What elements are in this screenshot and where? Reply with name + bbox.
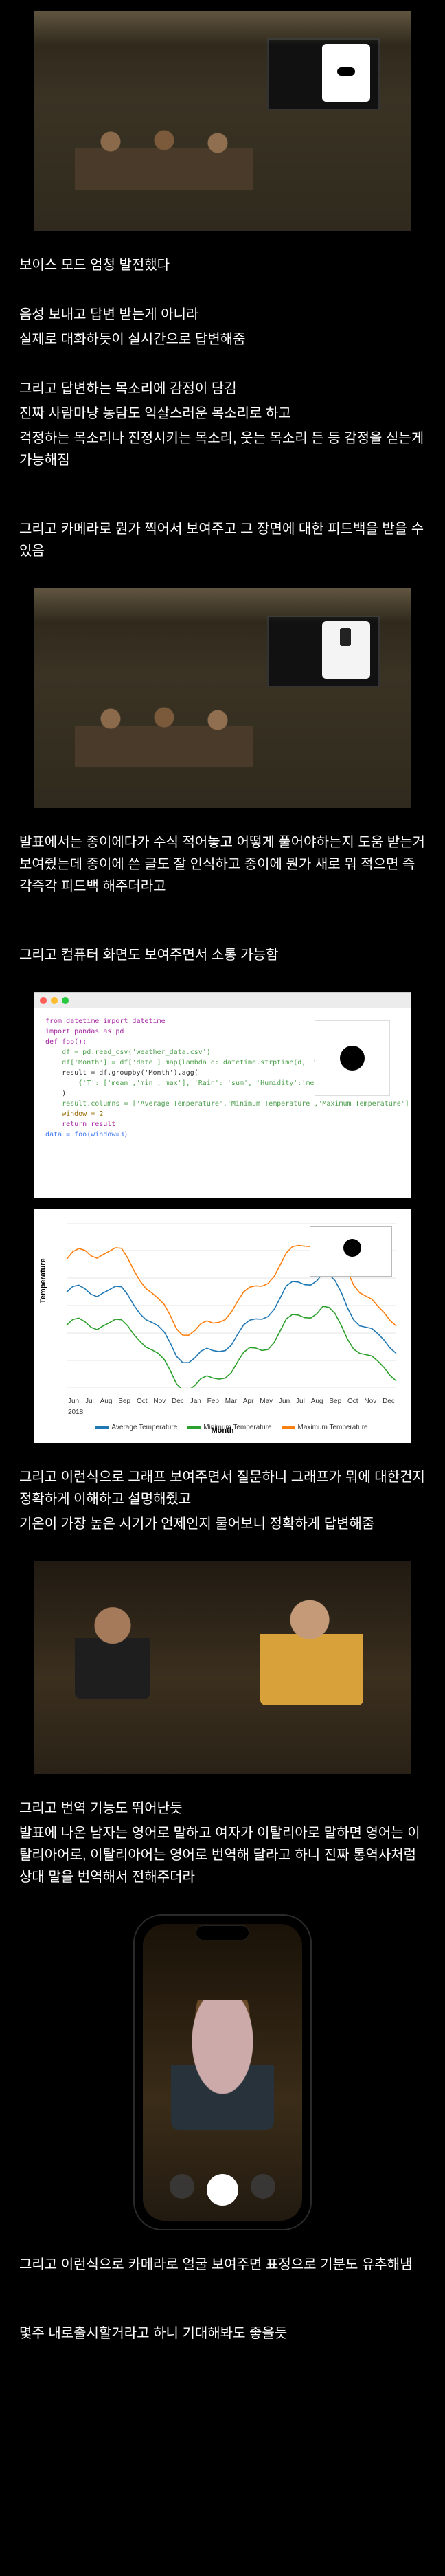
article-paragraph: 그리고 카메라로 뭔가 찍어서 보여주고 그 장면에 대한 피드백을 받을 수 … <box>0 506 445 577</box>
text-line: 몇주 내로출시할거라고 하니 기대해봐도 좋을듯 <box>19 2322 426 2344</box>
article-paragraph: 그리고 이런식으로 그래프 보여주면서 질문하니 그래프가 뭐에 대한건지 정확… <box>0 1454 445 1550</box>
article-paragraph: 발표에서는 종이에다가 수식 적어놓고 어떻게 풀어야하는지 도움 받는거 보여… <box>0 819 445 912</box>
text-line: 발표에 나온 남자는 영어로 말하고 여자가 이탈리아로 말하면 영어는 이탈리… <box>19 1822 426 1888</box>
text-line: 발표에서는 종이에다가 수식 적어놓고 어떻게 풀어야하는지 도움 받는거 보여… <box>19 831 426 897</box>
presentation-photo <box>0 11 445 231</box>
code-screenshot: from datetime import datetimeimport pand… <box>0 992 445 1198</box>
temperature-chart: TemperatureMonthJunJulAugSepOctNovDecJan… <box>0 1209 445 1443</box>
text-line: 그리고 이런식으로 그래프 보여주면서 질문하니 그래프가 뭐에 대한건지 정확… <box>19 1466 426 1510</box>
facetime-camera-photo <box>0 1914 445 2230</box>
text-line: 실제로 대화하듯이 실시간으로 답변해줌 <box>19 328 426 350</box>
text-line: 진짜 사람마냥 농담도 익살스러운 목소리로 하고 <box>19 403 426 425</box>
text-line: 그리고 번역 기능도 뛰어난듯 <box>19 1797 426 1819</box>
text-line: 기온이 가장 높은 시기가 언제인지 물어보니 정확하게 답변해줌 <box>19 1513 426 1535</box>
article-paragraph: 음성 보내고 답변 받는게 아니라실제로 대화하듯이 실시간으로 답변해줌 <box>0 291 445 366</box>
text-line: 걱정하는 목소리나 진정시키는 목소리, 웃는 목소리 든 등 감정을 싣는게 … <box>19 427 426 471</box>
text-line: 그리고 이런식으로 카메라로 얼굴 보여주면 표정으로 기분도 유추해냄 <box>19 2254 426 2276</box>
article-paragraph: 그리고 답변하는 목소리에 감정이 담김진짜 사람마냥 농담도 익살스러운 목소… <box>0 366 445 486</box>
article-paragraph: 몇주 내로출시할거라고 하니 기대해봐도 좋을듯 <box>0 2310 445 2360</box>
text-line: 그리고 카메라로 뭔가 찍어서 보여주고 그 장면에 대한 피드백을 받을 수 … <box>19 518 426 562</box>
text-line: 음성 보내고 답변 받는게 아니라 <box>19 304 426 326</box>
translation-demo-photo <box>0 1561 445 1774</box>
article-paragraph: 그리고 이런식으로 카메라로 얼굴 보여주면 표정으로 기분도 유추해냄 <box>0 2241 445 2291</box>
text-line: 그리고 컴퓨터 화면도 보여주면서 소통 가능함 <box>19 944 426 966</box>
article-paragraph: 그리고 번역 기능도 뛰어난듯발표에 나온 남자는 영어로 말하고 여자가 이탈… <box>0 1785 445 1903</box>
article-paragraph: 그리고 컴퓨터 화면도 보여주면서 소통 가능함 <box>0 932 445 981</box>
text-line: 보이스 모드 엄청 발전했다 <box>19 254 426 276</box>
text-line: 그리고 답변하는 목소리에 감정이 담김 <box>19 378 426 400</box>
article-paragraph: 보이스 모드 엄청 발전했다 <box>0 242 445 291</box>
presentation-photo <box>0 588 445 808</box>
